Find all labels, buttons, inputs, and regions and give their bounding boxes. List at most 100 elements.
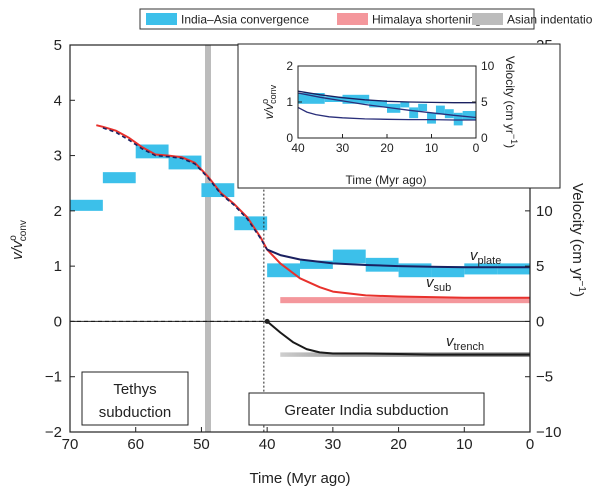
y-left-tick-label--2: −2 (45, 424, 62, 441)
convergence-step-11 (431, 266, 465, 278)
convergence-step-12 (464, 263, 498, 275)
inset-convergence-block-10 (444, 109, 454, 119)
inset-line-1 (297, 90, 476, 104)
inset-convergence-block-0 (298, 93, 325, 104)
shortening-bands (280, 297, 530, 357)
inset-convergence-block-7 (418, 103, 428, 111)
y-right-tick-label-0: 0 (536, 313, 544, 330)
tethys-line2: subduction (99, 404, 172, 421)
legend-label-convergence: India–Asia convergence (181, 13, 309, 27)
y-right-sup: −1 (576, 281, 587, 293)
y-right-close: ) (569, 292, 586, 297)
inset-line-0 (297, 92, 477, 119)
convergence-step-1 (102, 172, 136, 184)
inset-y-left-tick-label-2: 2 (286, 59, 293, 73)
inset-y-left-tick-label-0: 0 (286, 131, 293, 145)
himalaya-shortening-band (280, 297, 530, 304)
legend: India–Asia convergence Himalaya shorteni… (139, 8, 592, 30)
greater-india-box (248, 392, 485, 426)
legend-label-indentation: Asian indentation (507, 13, 592, 27)
y-left-v: v/v (9, 239, 26, 260)
v-sub-label: vsub (426, 274, 451, 294)
inset-y-right-tick-label-10: 10 (481, 59, 495, 73)
tethys-line1: Tethys (113, 381, 156, 398)
inset-y-right-main: Velocity (cm yr (503, 56, 517, 134)
convergence-step-0 (70, 199, 103, 211)
y-right-tick-label-5: 5 (536, 258, 544, 275)
v-plate-line-dashed (102, 127, 268, 251)
inset-y-left-tick-label-1: 1 (286, 95, 293, 109)
y-left-tick-label-0: 0 (54, 313, 62, 330)
greater-india-annotation: Greater India subduction (248, 392, 485, 426)
convergence-step-8 (332, 249, 366, 264)
v-trench-sub: trench (454, 341, 485, 353)
greater-india-label: Greater India subduction (284, 402, 448, 419)
v-plate-label: vplate (470, 247, 501, 267)
v-sub-symbol: v (426, 274, 435, 291)
inset-y-right-sup: −1 (509, 134, 519, 144)
inset-x-tick-label-30: 30 (336, 141, 350, 155)
inset-convergence-block-11 (453, 112, 463, 126)
inset-frame (237, 43, 561, 189)
velocity-lines (70, 124, 530, 432)
x-axis-label: Time (Myr ago) (249, 470, 350, 487)
inset-convergence-block-5 (400, 102, 410, 108)
inset-y-axis-label-right: Velocity (cm yr−1) (503, 56, 519, 148)
asian-indentation-band (205, 45, 211, 432)
inset-y-left-sub: conv (268, 84, 278, 104)
y-right-tick-label--10: −10 (536, 424, 561, 441)
collision-point (264, 318, 270, 324)
x-tick-label-0: 0 (526, 436, 534, 453)
inset-line-2 (297, 106, 476, 121)
v-sub-line (96, 124, 530, 299)
y-axis-label-left: v/voconv (8, 220, 29, 260)
y-left-sub: conv (18, 220, 29, 241)
y-left-tick-label-5: 5 (54, 37, 62, 54)
inset-y-right-close: ) (503, 144, 517, 148)
y-left-tick-label-3: 3 (54, 148, 62, 165)
inset-y-right-tick-label-0: 0 (481, 131, 488, 145)
x-tick-label-20: 20 (390, 436, 407, 453)
inset-x-tick-label-20: 20 (380, 141, 394, 155)
inset-x-tick-label-10: 10 (425, 141, 439, 155)
legend-swatch-himalaya (337, 13, 368, 25)
y-right-tick-label-10: 10 (536, 203, 553, 220)
legend-swatch-indentation (472, 13, 503, 25)
legend-swatch-convergence (146, 13, 177, 25)
inset-convergence-block-12 (462, 111, 476, 120)
inset-x-tick-label-40: 40 (291, 141, 305, 155)
inset-convergence-block-6 (409, 107, 419, 119)
x-tick-label-60: 60 (127, 436, 144, 453)
v-trench-symbol: v (446, 333, 455, 350)
inset-convergence-block-9 (435, 105, 445, 115)
convergence-step-3 (168, 155, 202, 170)
plot-background (205, 45, 211, 432)
v-plate-sub: plate (478, 255, 502, 267)
v-trench-label: vtrench (446, 333, 484, 353)
inset-convergence-block-8 (427, 112, 436, 124)
v-plate-symbol: v (470, 247, 479, 264)
inset-convergence-block-3 (369, 100, 387, 108)
y-left-tick-label-2: 2 (54, 203, 62, 220)
y-left-tick-label-1: 1 (54, 258, 62, 275)
convergence-step-13 (497, 263, 530, 275)
inset-x-tick-label-0: 0 (473, 141, 480, 155)
tethys-annotation: Tethys subduction (81, 371, 189, 426)
x-tick-label-10: 10 (456, 436, 473, 453)
y-left-sup: o (8, 235, 19, 241)
y-axis-label-right: Velocity (cm yr−1) (569, 183, 587, 297)
v-sub-sub: sub (434, 282, 452, 294)
v-plate-line (266, 248, 530, 269)
inset-y-right-tick-label-5: 5 (481, 95, 488, 109)
v-trench-line (266, 320, 530, 356)
y-right-main: Velocity (cm yr (569, 183, 586, 281)
x-tick-label-50: 50 (193, 436, 210, 453)
y-left-tick-label-4: 4 (54, 92, 62, 109)
inset-y-left-v: v/v (262, 103, 276, 119)
x-tick-label-30: 30 (325, 436, 342, 453)
x-tick-label-40: 40 (259, 436, 276, 453)
convergence-step-7 (300, 260, 333, 269)
